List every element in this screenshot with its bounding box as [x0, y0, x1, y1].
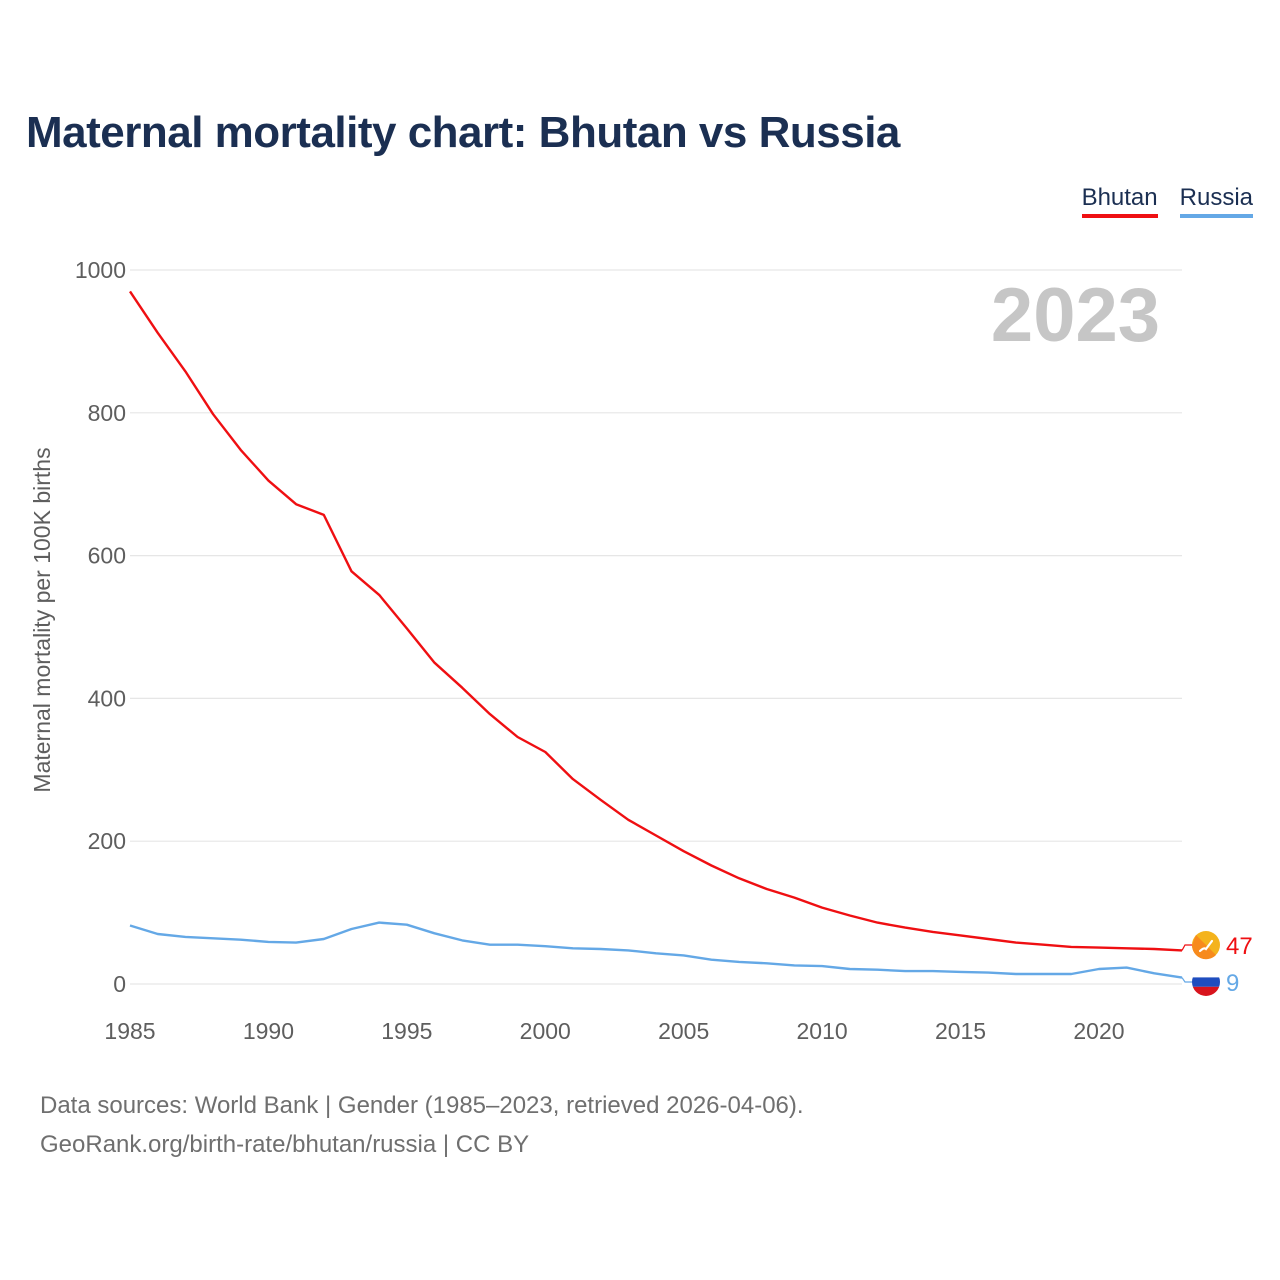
legend-item-russia[interactable]: Russia — [1179, 184, 1253, 218]
russia-flag-icon — [1192, 968, 1220, 996]
footer: Data sources: World Bank | Gender (1985–… — [40, 1086, 804, 1164]
y-tick-label: 200 — [88, 828, 126, 854]
legend-item-bhutan[interactable]: Bhutan — [1081, 184, 1158, 218]
end-connector-russia — [1181, 977, 1192, 983]
y-tick-label: 0 — [113, 971, 126, 997]
y-tick-label: 600 — [88, 543, 126, 569]
x-tick-label: 1990 — [243, 1018, 294, 1044]
chart-title: Maternal mortality chart: Bhutan vs Russ… — [26, 108, 900, 157]
end-markers: 479 — [1181, 931, 1253, 997]
end-connector-bhutan — [1181, 944, 1192, 951]
bhutan-flag-icon — [1191, 931, 1220, 960]
x-tick-label: 2005 — [658, 1018, 709, 1044]
y-tick-label: 800 — [88, 400, 126, 426]
x-tick-label: 1985 — [104, 1018, 155, 1044]
y-tick-label: 400 — [88, 685, 126, 711]
x-tick-label: 2020 — [1073, 1018, 1124, 1044]
y-tick-label: 1000 — [75, 257, 126, 283]
series-line-russia — [129, 921, 1183, 979]
x-tick-label: 2000 — [520, 1018, 571, 1044]
series-line-bhutan — [129, 290, 1183, 952]
y-axis-ticks: 0 200 400 600 800 1000 — [75, 257, 126, 997]
series-lines — [129, 290, 1183, 979]
x-tick-label: 2010 — [797, 1018, 848, 1044]
x-tick-label: 1995 — [381, 1018, 432, 1044]
x-tick-label: 2015 — [935, 1018, 986, 1044]
x-axis-ticks: 1985 1990 1995 2000 2005 2010 2015 2020 — [104, 1018, 1124, 1044]
year-watermark: 2023 — [991, 273, 1160, 358]
end-value-label-bhutan: 47 — [1226, 933, 1253, 960]
grid-lines — [130, 269, 1182, 985]
legend: Bhutan Russia — [1081, 184, 1253, 218]
y-axis-label: Maternal mortality per 100K births — [29, 447, 55, 792]
end-value-label-russia: 9 — [1226, 970, 1239, 997]
attribution-link[interactable]: GeoRank.org/birth-rate/bhutan/russia | C… — [40, 1131, 530, 1158]
data-source-note: Data sources: World Bank | Gender (1985–… — [40, 1092, 804, 1119]
